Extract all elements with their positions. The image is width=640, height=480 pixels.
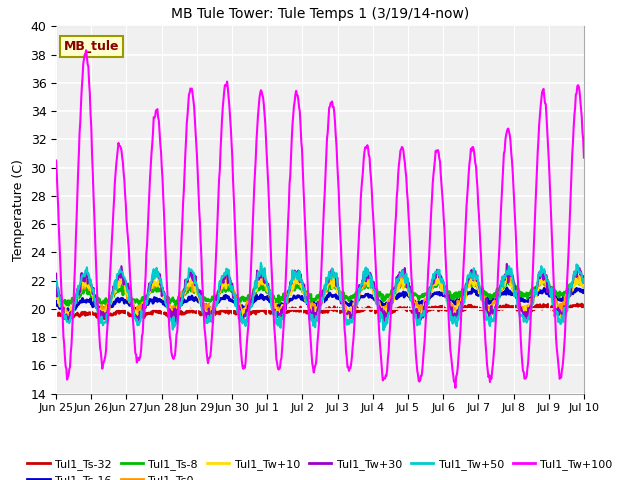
Legend: Tul1_Ts-32, Tul1_Ts-16, Tul1_Ts-8, Tul1_Ts0, Tul1_Tw+10, Tul1_Tw+30, Tul1_Tw+50,: Tul1_Ts-32, Tul1_Ts-16, Tul1_Ts-8, Tul1_… (23, 454, 617, 480)
Title: MB Tule Tower: Tule Temps 1 (3/19/14-now): MB Tule Tower: Tule Temps 1 (3/19/14-now… (171, 7, 469, 21)
Y-axis label: Temperature (C): Temperature (C) (12, 159, 25, 261)
Text: MB_tule: MB_tule (64, 40, 120, 53)
